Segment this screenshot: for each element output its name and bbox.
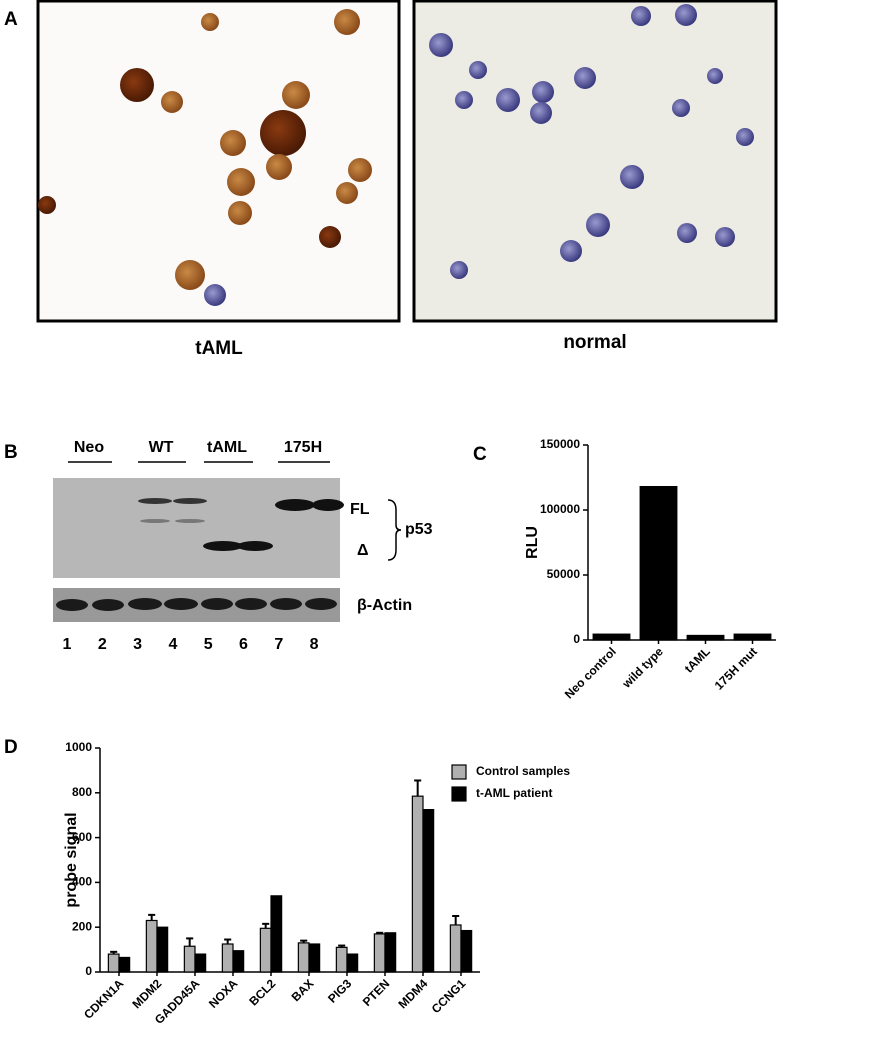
x-tick-label: PIG3 [325, 976, 354, 1005]
lane-number: 2 [98, 636, 107, 653]
y-tick-label: 0 [573, 632, 580, 646]
bar [422, 808, 435, 973]
x-tick-label: wild type [619, 644, 666, 691]
bar [335, 946, 348, 973]
y-tick-label: 200 [72, 919, 92, 933]
bar [156, 926, 169, 973]
y-tick-label: 600 [72, 830, 92, 844]
bar [194, 953, 207, 973]
bar [346, 953, 359, 973]
x-tick-label: CCNG1 [429, 976, 469, 1016]
y-tick-label: 100000 [540, 502, 580, 516]
y-axis-label: RLU [524, 526, 541, 559]
band-label: FL [350, 501, 370, 518]
blot-actin [53, 588, 340, 622]
bar [221, 943, 234, 973]
bar [118, 956, 131, 973]
lane-number: 6 [239, 636, 248, 653]
band-label: Δ [357, 542, 369, 559]
bar [592, 633, 631, 641]
x-tick-label: MDM2 [129, 976, 164, 1011]
lane-number: 7 [274, 636, 283, 653]
bar [308, 943, 321, 973]
y-axis-label: probe signal [63, 812, 80, 907]
bar [232, 950, 245, 973]
micrograph-caption: tAML [195, 338, 243, 359]
y-tick-label: 150000 [540, 437, 580, 451]
x-tick-label: CDKN1A [81, 976, 126, 1021]
legend-swatch [451, 764, 467, 780]
legend-label: Control samples [476, 764, 570, 778]
group-label: Neo [74, 439, 104, 456]
group-label: WT [149, 439, 174, 456]
legend-swatch [451, 786, 467, 802]
lane-number: 8 [310, 636, 319, 653]
bar [270, 895, 283, 973]
x-tick-label: Neo control [562, 644, 619, 701]
blot-groups: Neo WT tAML 175H [68, 439, 330, 463]
group-label: tAML [207, 439, 247, 456]
bar [449, 924, 462, 973]
blot-p53 [53, 478, 344, 578]
lane-number: 5 [204, 636, 213, 653]
bar [373, 933, 386, 973]
x-tick-label: BAX [289, 976, 317, 1004]
bar [460, 929, 473, 973]
lane-number: 4 [168, 636, 177, 653]
y-tick-label: 0 [85, 964, 92, 978]
x-tick-label: PTEN [360, 976, 393, 1009]
bar [639, 486, 678, 641]
bar [145, 919, 158, 973]
y-tick-label: 800 [72, 785, 92, 799]
group-label: 175H [284, 439, 322, 456]
panel-label: C [473, 444, 487, 465]
bar [297, 942, 310, 973]
bar [686, 634, 725, 641]
bar [183, 945, 196, 973]
panel-label: B [4, 442, 18, 463]
lane-numbers: 1 2 3 4 5 6 7 8 [63, 636, 319, 653]
protein-label: p53 [405, 521, 433, 538]
bar [411, 795, 424, 973]
bar [107, 953, 120, 973]
panel-label: A [4, 9, 18, 30]
loading-label: β-Actin [357, 597, 412, 614]
lane-number: 1 [63, 636, 72, 653]
x-tick-label: 175H mut [712, 644, 760, 692]
bar [384, 932, 397, 973]
legend-label: t-AML patient [476, 786, 552, 800]
x-tick-label: tAML [682, 644, 713, 675]
panel-label: D [4, 737, 18, 758]
micrograph-caption: normal [563, 332, 626, 353]
y-tick-label: 1000 [65, 740, 92, 754]
x-tick-label: MDM4 [395, 976, 430, 1011]
micrograph-tAML [36, 0, 401, 323]
y-tick-label: 50000 [547, 567, 581, 581]
bar [259, 927, 272, 973]
x-tick-label: NOXA [206, 976, 241, 1011]
lane-number: 3 [133, 636, 142, 653]
bar [733, 633, 772, 641]
x-tick-label: BCL2 [246, 976, 278, 1008]
y-tick-label: 400 [72, 875, 92, 889]
micrograph-normal [412, 0, 778, 323]
